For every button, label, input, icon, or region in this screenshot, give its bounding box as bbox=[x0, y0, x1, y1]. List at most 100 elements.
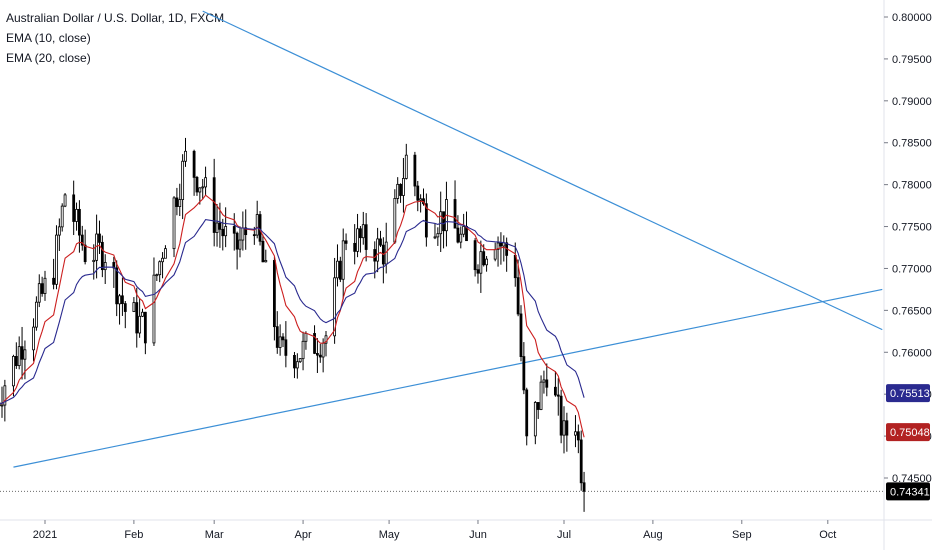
candle-body bbox=[493, 249, 497, 260]
price-tag-last bbox=[886, 482, 930, 501]
time-tick-label: Apr bbox=[295, 529, 312, 541]
price-tick-label: 0.79000 bbox=[892, 96, 932, 108]
candle bbox=[313, 325, 316, 355]
candle-body bbox=[499, 242, 503, 247]
candle-body bbox=[295, 361, 299, 369]
candle bbox=[436, 227, 440, 246]
candle-body bbox=[379, 238, 382, 246]
trendline-lower[interactable] bbox=[13, 288, 883, 468]
candle-body bbox=[278, 336, 282, 348]
candle-body bbox=[416, 185, 420, 201]
candle-body bbox=[201, 186, 205, 189]
candle-body bbox=[14, 355, 18, 367]
candle-body bbox=[574, 431, 577, 436]
candle bbox=[439, 191, 443, 253]
candle-body bbox=[298, 358, 302, 363]
candle-body bbox=[359, 228, 362, 239]
candle bbox=[37, 274, 41, 308]
candle-body bbox=[100, 241, 104, 271]
candle bbox=[258, 211, 262, 246]
candle-body bbox=[20, 346, 24, 360]
candle-body bbox=[419, 198, 423, 201]
candle-body bbox=[181, 160, 185, 200]
candle bbox=[143, 311, 147, 355]
candle bbox=[476, 264, 480, 284]
candle bbox=[232, 213, 236, 251]
candle bbox=[298, 358, 302, 363]
candle bbox=[221, 218, 225, 251]
candle-body bbox=[376, 238, 380, 262]
candle bbox=[281, 333, 285, 348]
candle-body bbox=[396, 183, 400, 199]
candle bbox=[295, 353, 299, 379]
price-tick-label: 0.77500 bbox=[892, 222, 932, 234]
candle-body bbox=[462, 225, 466, 235]
time-axis[interactable]: 2021 Feb Mar Apr May Jun Jul Aug Sep Oct bbox=[33, 520, 837, 541]
candle-body bbox=[513, 255, 517, 279]
candle-body bbox=[496, 242, 500, 250]
candle-body bbox=[436, 233, 440, 238]
candle-body bbox=[424, 203, 428, 238]
candle bbox=[542, 370, 546, 394]
candle-body bbox=[275, 326, 279, 348]
time-tick-label: Jun bbox=[469, 529, 487, 541]
candle bbox=[83, 229, 87, 265]
price-tag-ema20 bbox=[886, 384, 930, 403]
candle bbox=[63, 193, 67, 208]
candle bbox=[344, 233, 348, 251]
candle-body bbox=[333, 277, 337, 337]
candle-body bbox=[556, 394, 560, 397]
candle-body bbox=[215, 222, 219, 233]
candle bbox=[80, 225, 84, 251]
ema10-line bbox=[0, 194, 585, 438]
candle-body bbox=[562, 420, 566, 436]
candle-body bbox=[155, 274, 159, 277]
candle bbox=[192, 149, 196, 196]
trendline-upper[interactable] bbox=[202, 10, 883, 331]
candle-body bbox=[132, 302, 136, 312]
candle bbox=[181, 154, 185, 220]
candle bbox=[204, 166, 207, 196]
candle-body bbox=[324, 335, 328, 344]
candle bbox=[32, 318, 35, 362]
price-tag-last-label: 0.74341 bbox=[890, 486, 930, 498]
candle bbox=[184, 137, 187, 167]
candle-body bbox=[224, 226, 228, 237]
candle-body bbox=[393, 198, 397, 243]
candle bbox=[293, 351, 296, 379]
candle bbox=[399, 183, 402, 203]
candle bbox=[539, 375, 543, 411]
candle-body bbox=[172, 197, 176, 250]
candle bbox=[235, 231, 239, 270]
candle-body bbox=[565, 420, 569, 436]
candle-body bbox=[232, 226, 236, 234]
candle bbox=[341, 228, 345, 300]
candle bbox=[172, 196, 176, 258]
candle-body bbox=[341, 240, 345, 280]
candle bbox=[379, 230, 382, 247]
candle-body bbox=[198, 187, 202, 193]
price-tick-label: 0.76500 bbox=[892, 305, 932, 317]
candle bbox=[215, 204, 219, 247]
plot-area[interactable] bbox=[0, 10, 884, 512]
price-tick-label: 0.79500 bbox=[892, 54, 932, 66]
candle bbox=[255, 200, 259, 239]
candle-body bbox=[244, 227, 248, 236]
price-tag-ema10-label: 0.75048 bbox=[890, 427, 930, 439]
candle-body bbox=[123, 303, 127, 312]
candle-body bbox=[143, 311, 147, 344]
candle bbox=[338, 256, 342, 283]
candle bbox=[565, 412, 569, 452]
candle bbox=[178, 183, 182, 217]
price-axis[interactable]: 0.80000 0.79500 0.79000 0.78500 0.78000 0.775… bbox=[884, 12, 932, 485]
candle bbox=[98, 220, 101, 254]
candle-body bbox=[98, 233, 101, 243]
candle bbox=[121, 277, 124, 316]
candle-body bbox=[519, 313, 523, 357]
candle-body bbox=[321, 342, 325, 358]
candle bbox=[364, 213, 368, 262]
candle-body bbox=[356, 228, 359, 252]
legend-ema20: EMA (20, close) bbox=[6, 51, 91, 65]
candle-body bbox=[404, 154, 408, 179]
